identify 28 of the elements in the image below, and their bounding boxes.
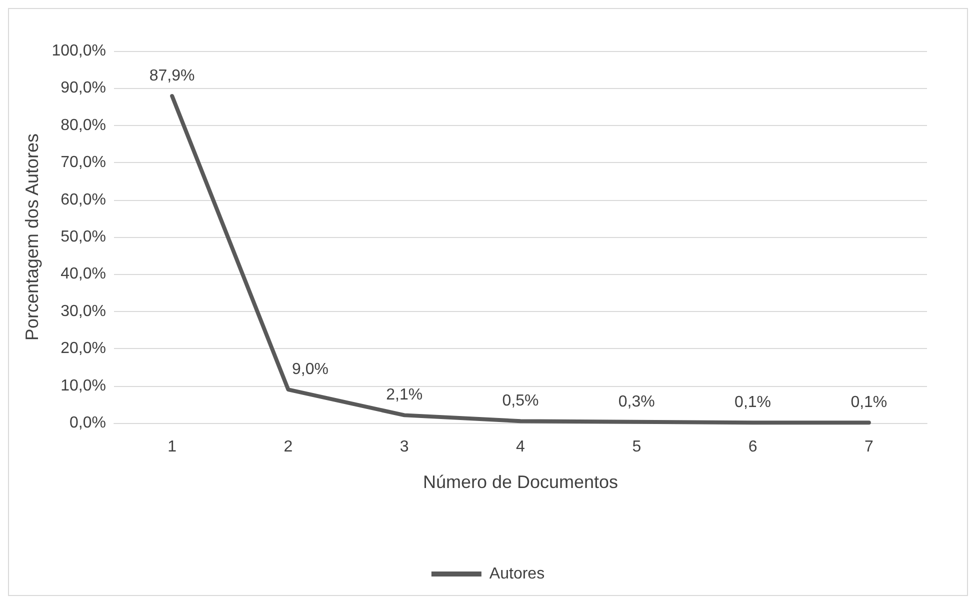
data-label: 0,5% xyxy=(502,392,539,410)
y-tick-label: 60,0% xyxy=(60,191,106,208)
y-tick-label: 0,0% xyxy=(70,414,106,432)
x-tick-label: 7 xyxy=(864,438,874,456)
data-label: 2,1% xyxy=(386,386,423,404)
x-tick-label: 1 xyxy=(168,438,177,456)
y-tick-label: 30,0% xyxy=(60,302,106,320)
y-tick-label: 80,0% xyxy=(60,116,106,134)
x-tick-label: 3 xyxy=(400,438,409,456)
y-tick-label: 50,0% xyxy=(60,228,106,246)
y-tick-label: 90,0% xyxy=(60,80,106,97)
data-label: 0,3% xyxy=(618,393,655,410)
x-axis-title: Número de Documentos xyxy=(422,472,618,492)
y-tick-label: 100,0% xyxy=(52,42,106,60)
y-tick-label: 40,0% xyxy=(60,266,106,283)
x-tick-label: 4 xyxy=(516,438,526,456)
y-tick-label: 70,0% xyxy=(60,154,106,172)
data-label: 87,9% xyxy=(149,68,195,85)
data-label: 0,1% xyxy=(734,394,772,412)
y-tick-label: 10,0% xyxy=(60,377,106,394)
x-tick-label: 6 xyxy=(748,438,758,456)
x-tick-label: 5 xyxy=(632,438,642,456)
y-tick-label: 20,0% xyxy=(60,340,106,358)
x-tick-label: 2 xyxy=(284,438,293,456)
y-axis-title: Porcentagem dos Autores xyxy=(22,133,42,341)
data-label: 9,0% xyxy=(292,361,328,378)
legend-label: Autores xyxy=(489,566,545,582)
data-label: 0,1% xyxy=(850,394,888,412)
